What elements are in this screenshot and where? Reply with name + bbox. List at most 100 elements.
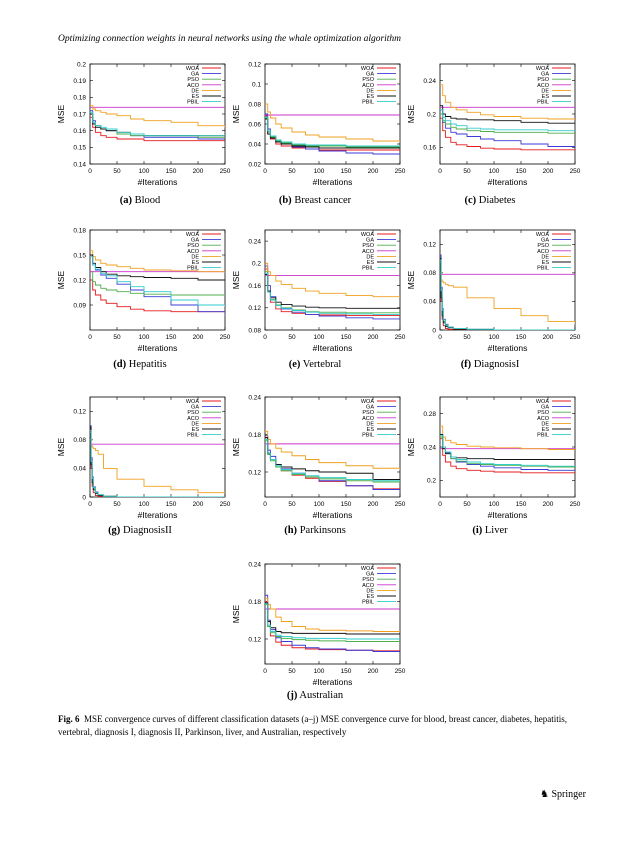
x-tick-label: 150 [341,501,352,508]
x-tick-label: 0 [263,668,267,675]
chart-breast-cancer: 0 50 100 150 200 250 0.02 0.04 0.06 0.08 0.1 0.12 #I… [231,61,406,187]
x-axis-label: #Iterations [488,510,528,520]
x-tick-label: 50 [463,168,471,175]
legend-label-woa: WOA [186,399,199,405]
y-axis-label: MSE [56,270,66,289]
y-tick-label: 0.24 [248,238,261,245]
legend-label-pso: PSO [362,243,374,249]
legend-label-pbil: PBIL [187,266,199,272]
series-line-de [265,103,400,142]
y-axis-label: MSE [56,437,66,456]
x-tick-label: 100 [489,334,500,341]
legend-label-pbil: PBIL [537,433,549,439]
series-line-woa [265,437,400,491]
y-tick-label: 0.17 [73,111,86,118]
x-axis-label: #Iterations [313,510,353,520]
x-tick-label: 50 [113,168,121,175]
x-tick-label: 0 [88,168,92,175]
y-tick-label: 0.2 [427,111,436,118]
series-line-pbil [265,116,400,147]
y-tick-label: 0.24 [248,394,261,401]
series-line-pso [265,604,400,642]
y-tick-label: 0.04 [248,141,261,148]
x-axis-label: #Iterations [138,177,178,187]
legend-label-woa: WOA [361,399,374,405]
x-tick-label: 200 [543,501,554,508]
legend-label-es: ES [542,94,550,100]
series-line-es [440,105,575,124]
x-tick-label: 0 [438,334,442,341]
series-line-ga [90,110,225,140]
x-tick-label: 150 [341,168,352,175]
x-tick-label: 0 [88,334,92,341]
y-tick-label: 0.24 [423,78,436,85]
y-tick-label: 0.14 [73,161,86,168]
series-line-pso [90,271,225,296]
legend-label-es: ES [367,260,375,266]
y-tick-label: 0.06 [248,121,261,128]
series-line-pbil [265,603,400,640]
legend-label-de: DE [366,588,374,594]
x-tick-label: 0 [263,168,267,175]
x-tick-label: 50 [113,334,121,341]
legend-label-de: DE [191,421,199,427]
y-tick-label: 0.2 [252,261,261,268]
x-tick-label: 50 [288,668,296,675]
y-axis-label: MSE [231,604,241,623]
x-axis-label: #Iterations [488,343,528,353]
legend-label-pso: PSO [187,410,199,416]
x-tick-label: 100 [489,501,500,508]
y-tick-label: 0.02 [248,161,261,168]
y-tick-label: 0.04 [73,466,86,473]
series-line-woa [440,117,575,151]
x-tick-label: 200 [193,168,204,175]
x-tick-label: 250 [570,168,581,175]
y-axis-label: MSE [56,104,66,123]
legend-label-de: DE [191,254,199,260]
x-tick-label: 150 [516,168,527,175]
y-axis-label: MSE [406,437,416,456]
legend-label-pso: PSO [537,77,549,83]
y-tick-label: 0.09 [73,302,86,309]
panel-e: 0 50 100 150 200 250 0.08 0.12 0.16 0.2 0.24 #Itera… [225,224,406,374]
caption-h: (h) Parkinsons [284,525,346,536]
x-tick-label: 150 [166,334,177,341]
y-tick-label: 0.15 [73,252,86,259]
series-line-ga [90,254,225,316]
legend-label-woa: WOA [536,66,549,72]
y-tick-label: 0.12 [248,61,261,68]
x-tick-label: 250 [395,668,406,675]
legend-label-ga: GA [541,72,549,78]
series-line-es [440,258,575,330]
x-tick-label: 150 [341,334,352,341]
legend-label-aco: ACO [537,416,550,422]
legend-label-woa: WOA [361,66,374,72]
caption-b: (b) Breast cancer [278,195,352,206]
x-tick-label: 50 [463,501,471,508]
series-line-pbil [440,259,575,330]
series-line-pbil [265,439,400,482]
legend-label-pso: PSO [362,410,374,416]
legend-label-pbil: PBIL [362,433,374,439]
x-tick-label: 200 [193,501,204,508]
x-tick-label: 200 [368,668,379,675]
x-tick-label: 250 [220,501,231,508]
y-axis-label: MSE [231,104,241,123]
plot-frame [264,396,401,498]
chart-liver: 0 50 100 150 200 250 0.2 0.24 0.28 #Iterations MSE… [406,396,581,520]
legend-label-aco: ACO [537,83,550,89]
legend-label-pbil: PBIL [187,100,199,106]
x-tick-label: 150 [516,501,527,508]
y-axis-label: MSE [231,437,241,456]
x-tick-label: 100 [489,168,500,175]
y-tick-label: 0.18 [248,432,261,439]
series-line-pso [90,432,225,497]
legend-label-aco: ACO [187,83,200,89]
legend-label-ga: GA [541,405,549,411]
series-line-pso [265,117,400,148]
series-line-ga [265,113,400,155]
x-tick-label: 0 [263,334,267,341]
chart-parkinsons: 0 50 100 150 200 250 0.12 0.18 0.24 #Iterations MS… [231,394,406,520]
series-line-pbil [265,272,400,315]
series-line-es [90,113,225,137]
